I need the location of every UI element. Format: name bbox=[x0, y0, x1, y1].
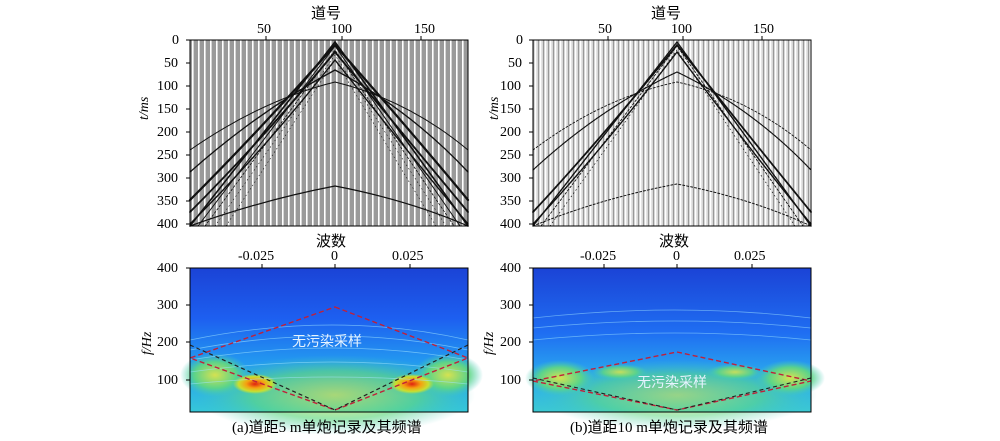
seismic-a-ytick: 400 bbox=[157, 217, 178, 232]
seismic-a-ytick: 50 bbox=[164, 56, 178, 71]
seismic-b-ytick: 0 bbox=[516, 33, 523, 48]
spectrum-b-annotation: 无污染采样 bbox=[637, 376, 707, 391]
seismic-a-xtick-100: 100 bbox=[331, 22, 352, 37]
seismic-a-xlabel: 道号 bbox=[311, 6, 342, 22]
panel-a: 道号 50 100 150 t/ms 0 50 100 150 200 250 … bbox=[137, 6, 483, 436]
spectrum-a-xlabel: 波数 bbox=[316, 234, 347, 250]
seismic-a-ytick: 0 bbox=[172, 33, 179, 48]
spectrum-b-xlabel: 波数 bbox=[659, 234, 690, 250]
seismic-b-ytick: 300 bbox=[500, 171, 521, 186]
spectrum-a-xtick: 0.025 bbox=[392, 249, 424, 264]
seismic-a-ytick: 200 bbox=[157, 125, 178, 140]
spectrum-a-ytick: 100 bbox=[157, 373, 178, 388]
spectrum-b-ytick: 100 bbox=[500, 373, 521, 388]
seismic-b-xlabel: 道号 bbox=[651, 6, 682, 22]
seismic-a-ytick: 150 bbox=[157, 102, 178, 117]
seismic-b-image bbox=[529, 36, 812, 227]
spectrum-a-xtick: 0 bbox=[331, 249, 338, 264]
seismic-a-ytick: 350 bbox=[157, 194, 178, 209]
caption-a: (a)道距5 m单炮记录及其频谱 bbox=[232, 420, 422, 436]
caption-b: (b)道距10 m单炮记录及其频谱 bbox=[570, 420, 768, 436]
seismic-b-xtick-50: 50 bbox=[598, 22, 612, 37]
seismic-a-xtick-150: 150 bbox=[414, 22, 435, 37]
spectrum-b-ylabel: f/Hz bbox=[482, 331, 497, 355]
spectrum-b-ytick: 400 bbox=[500, 261, 521, 276]
spectrum-b-xtick: 0 bbox=[673, 249, 680, 264]
seismic-a-ytick: 100 bbox=[157, 79, 178, 94]
spectrum-a-annotation: 无污染采样 bbox=[292, 335, 362, 350]
seismic-b-ytick: 100 bbox=[500, 79, 521, 94]
spectrum-b-ytick: 200 bbox=[500, 335, 521, 350]
seismic-b-ytick: 200 bbox=[500, 125, 521, 140]
seismic-b-ytick: 350 bbox=[500, 194, 521, 209]
spectrum-a-ytick: 400 bbox=[157, 261, 178, 276]
spectrum-b-xtick: 0.025 bbox=[734, 249, 766, 264]
seismic-a-ytick: 250 bbox=[157, 148, 178, 163]
seismic-a-plot bbox=[180, 36, 483, 435]
seismic-b-ytick: 50 bbox=[508, 56, 522, 71]
spectrum-a-ytick: 200 bbox=[157, 335, 178, 350]
seismic-b-ytick: 150 bbox=[500, 102, 521, 117]
spectrum-a-xtick: -0.025 bbox=[238, 249, 275, 264]
spectrum-a-image bbox=[180, 264, 483, 435]
spectrum-b-xtick: -0.025 bbox=[580, 249, 617, 264]
seismic-b-xtick-150: 150 bbox=[753, 22, 774, 37]
spectrum-b-image bbox=[525, 264, 825, 430]
seismic-a-image bbox=[186, 36, 470, 227]
seismic-a-ytick: 300 bbox=[157, 171, 178, 186]
seismic-b-xtick-100: 100 bbox=[671, 22, 692, 37]
spectrum-a-ytick: 300 bbox=[157, 298, 178, 313]
seismic-a-xtick-50: 50 bbox=[257, 22, 271, 37]
spectrum-b-ytick: 300 bbox=[500, 298, 521, 313]
seismic-b-ytick: 250 bbox=[500, 148, 521, 163]
seismic-b-ytick: 400 bbox=[500, 217, 521, 232]
